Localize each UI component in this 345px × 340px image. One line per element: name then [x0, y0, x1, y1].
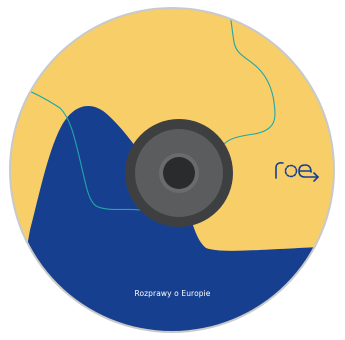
roe-logo-icon — [275, 162, 320, 182]
teal-line-right — [223, 9, 276, 145]
hub-center-hole — [163, 157, 195, 189]
disc-title-text: Rozprawy o Europie — [134, 289, 211, 298]
teal-line-left — [11, 79, 141, 211]
